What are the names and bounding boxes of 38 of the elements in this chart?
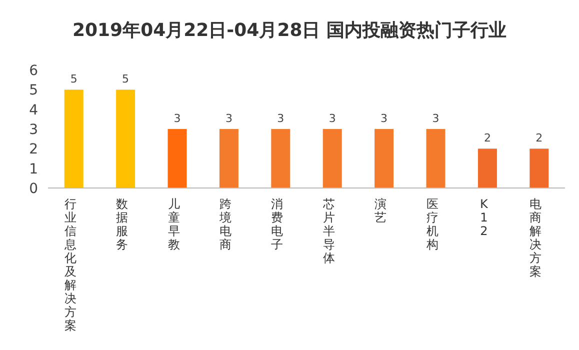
bar: [271, 129, 290, 188]
y-tick-label: 5: [29, 82, 38, 99]
x-tick-label: K12: [480, 197, 490, 238]
y-tick-label: 6: [29, 63, 38, 79]
y-tick-label: 2: [29, 142, 38, 158]
data-label: 2: [484, 132, 491, 145]
x-tick-label: 儿童早教: [168, 197, 180, 252]
x-tick-label: 芯片半导体: [322, 197, 335, 265]
x-tick-label: 电商解决方案: [530, 197, 542, 278]
data-label: 3: [328, 112, 336, 125]
data-label: 3: [225, 112, 232, 125]
y-tick-label: 3: [29, 122, 38, 138]
data-label: 3: [432, 112, 440, 125]
bar: [64, 90, 84, 188]
data-label: 2: [536, 132, 543, 145]
data-label: 5: [70, 72, 78, 86]
bar: [322, 129, 342, 188]
bar: [530, 148, 549, 188]
y-tick-label: 4: [29, 102, 38, 118]
category-label: 行业信息化及解决方案: [64, 197, 76, 332]
bar: [219, 129, 238, 188]
bar: [426, 129, 446, 188]
bar: [116, 90, 136, 188]
y-tick-label: 0: [29, 181, 38, 197]
data-label: 3: [277, 112, 284, 125]
x-tick-label: 医疗机构: [425, 197, 438, 252]
data-label: 3: [174, 112, 181, 125]
data-label: 5: [122, 72, 130, 86]
x-tick-label: 数据服务: [116, 197, 128, 252]
bar: [168, 129, 187, 188]
bar: [478, 148, 497, 188]
x-tick-label: 消费电子: [271, 197, 284, 252]
chart-title: 2019年04月22日-04月28日 国内投融资热门子行业: [72, 20, 507, 41]
x-tick-label: 演艺: [374, 197, 387, 224]
data-label: 3: [380, 112, 388, 125]
x-tick-label: 跨境电商: [218, 197, 232, 252]
y-tick-label: 1: [29, 161, 38, 178]
bar: [374, 129, 394, 188]
